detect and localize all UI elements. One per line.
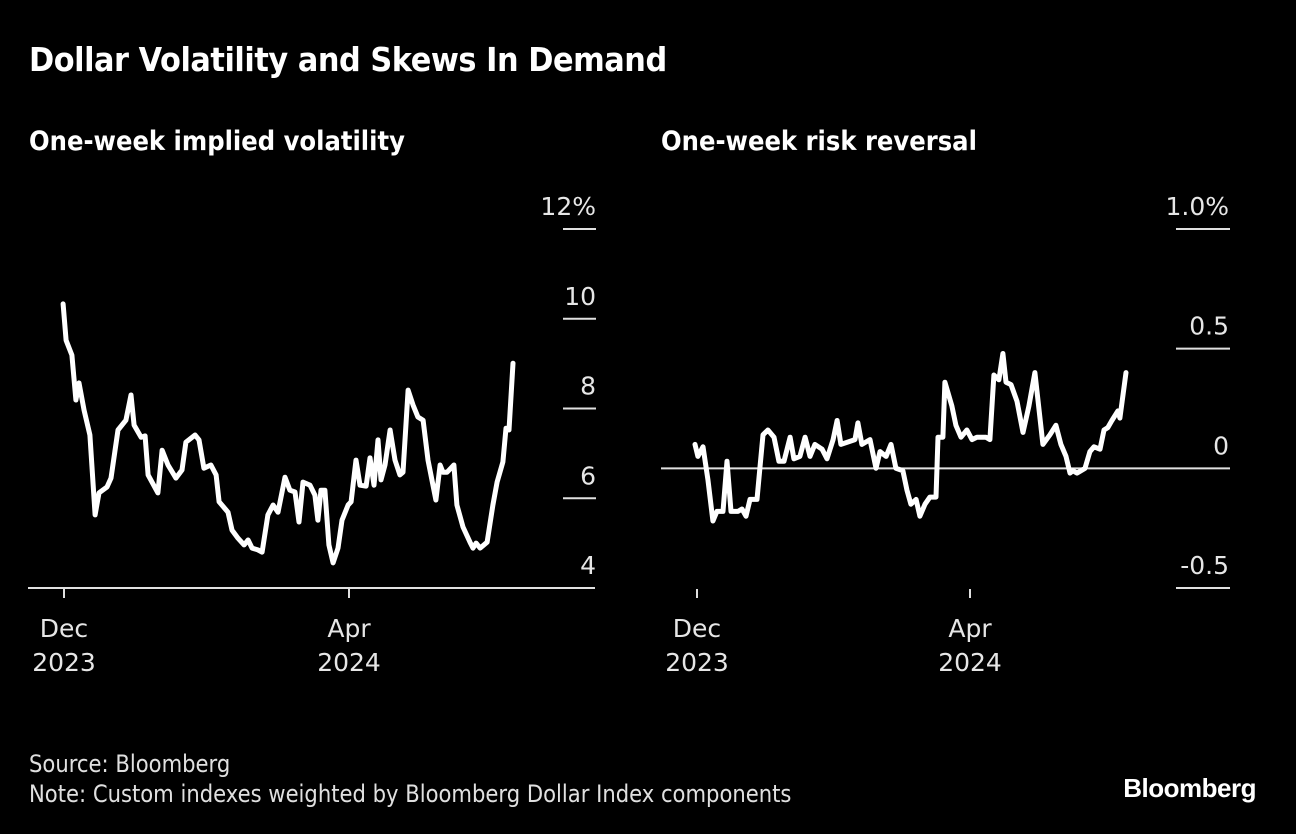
x-tick-label-month: Apr — [327, 614, 371, 643]
y-tick-label: 6 — [580, 461, 596, 490]
y-tick-label: -0.5 — [1180, 551, 1229, 580]
x-tick-label-year: 2023 — [665, 648, 729, 677]
y-tick-label: 0 — [1213, 431, 1229, 460]
y-tick-label: 8 — [580, 372, 596, 401]
source-note: Source: Bloomberg — [29, 750, 231, 778]
x-tick-label-year: 2024 — [317, 648, 381, 677]
right-chart-title: One-week risk reversal — [661, 126, 977, 157]
y-tick-label: 4 — [580, 551, 596, 580]
y-tick-label: 10 — [564, 282, 596, 311]
x-tick-label-month: Apr — [948, 614, 992, 643]
series-line — [60, 301, 516, 566]
x-tick-label-month: Dec — [40, 614, 88, 643]
left-chart-title: One-week implied volatility — [29, 126, 405, 157]
x-tick-label-year: 2023 — [32, 648, 96, 677]
y-tick-label: 1.0% — [1165, 192, 1229, 221]
y-tick-label: 12% — [540, 192, 596, 221]
series-line — [692, 351, 1129, 524]
footnote: Note: Custom indexes weighted by Bloombe… — [29, 780, 792, 808]
x-tick-label-month: Dec — [673, 614, 721, 643]
chart-title: Dollar Volatility and Skews In Demand — [29, 40, 667, 79]
x-tick-label-year: 2024 — [938, 648, 1002, 677]
risk-reversal-chart: -0.5 0 0.5 1.0% Dec 2023 Apr 2024 — [661, 192, 1230, 677]
bloomberg-logo: Bloomberg — [1123, 773, 1256, 803]
y-tick-label: 0.5 — [1189, 312, 1229, 341]
implied-volatility-chart: 4 6 8 10 12% Dec 2023 Apr 2024 — [28, 192, 596, 677]
